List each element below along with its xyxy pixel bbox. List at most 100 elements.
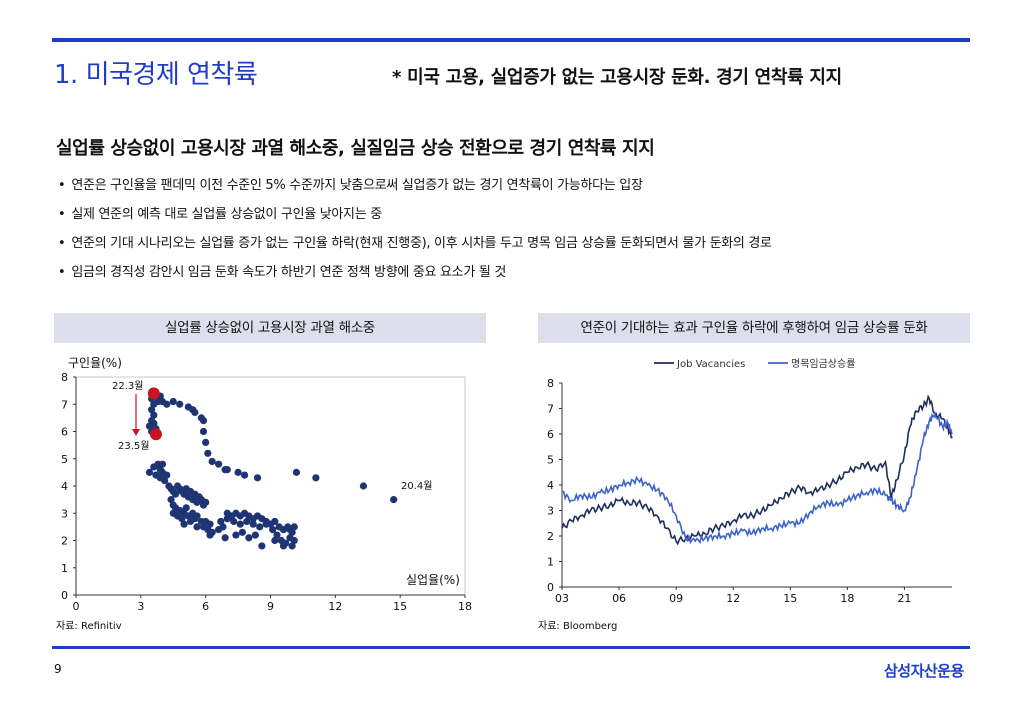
bullet-item: 연준의 기대 시나리오는 실업률 증가 없는 구인율 하락(현재 진행중), 이… (58, 234, 772, 263)
x-tick-label: 15 (393, 600, 407, 613)
y-tick-label: 3 (61, 507, 68, 520)
scatter-point (186, 517, 195, 526)
scatter-point (251, 531, 259, 539)
scatter-point (279, 542, 288, 550)
scatter-point (390, 496, 398, 504)
y-tick-label: 1 (61, 562, 68, 575)
x-tick-label: 06 (612, 592, 626, 605)
scatter-points (145, 387, 398, 550)
series-line-job-vacancies (561, 394, 953, 546)
x-tick-label: 6 (202, 600, 209, 613)
scatter-point (215, 460, 223, 468)
annotation-end: 23.5월 (118, 440, 149, 452)
scatter-point (158, 460, 167, 468)
y-tick-label: 6 (547, 428, 554, 441)
y-tick-label: 8 (547, 377, 554, 390)
scatter-point (167, 496, 175, 504)
x-axis-label: 실업율(%) (406, 573, 460, 587)
scatter-point (277, 536, 285, 545)
left-panel-title: 실업률 상승없이 고용시장 과열 해소중 (54, 313, 486, 343)
legend-job-vacancies: Job Vacancies (676, 359, 745, 370)
x-tick-label: 18 (458, 600, 472, 613)
scatter-point (223, 515, 231, 523)
top-divider (52, 38, 970, 42)
scatter-point (180, 520, 188, 528)
y-tick-label: 2 (547, 530, 554, 543)
scatter-point (208, 457, 216, 466)
highlight-point (149, 428, 162, 441)
scatter-point (169, 397, 177, 406)
left-source: 자료: Refinitiv (56, 621, 122, 632)
scatter-point (202, 498, 210, 506)
scatter-point (359, 482, 368, 490)
y-tick-label: 4 (61, 480, 68, 493)
bullet-item: 실제 연준의 예측 대로 실업률 상승없이 구인율 낮아지는 중 (58, 205, 772, 234)
y-tick-label: 5 (61, 453, 68, 466)
scatter-point (236, 520, 244, 528)
scatter-point (148, 406, 156, 414)
scatter-point (206, 520, 214, 528)
scatter-point (271, 517, 279, 526)
scatter-point (269, 526, 277, 534)
scatter-point (221, 534, 229, 542)
scatter-point (271, 536, 279, 545)
scatter-point (191, 408, 199, 417)
annotation-start: 22.3월 (112, 380, 143, 392)
scatter-point (217, 517, 225, 526)
scatter-point (288, 542, 296, 550)
scatter-point (182, 504, 190, 512)
scatter-point (178, 515, 186, 523)
scatter-point (273, 531, 281, 539)
y-tick-label: 7 (547, 403, 554, 416)
y-tick-label: 0 (547, 581, 554, 594)
page-number: 9 (54, 662, 62, 676)
x-tick-label: 12 (328, 600, 342, 613)
scatter-point (243, 517, 251, 526)
scatter-point (240, 471, 249, 479)
scatter-point (171, 490, 180, 498)
scatter-point (150, 419, 158, 427)
x-tick-label: 0 (73, 600, 80, 613)
scatter-point (163, 400, 171, 408)
scatter-point (202, 438, 210, 446)
scatter-point (204, 449, 212, 457)
scatter-point (193, 512, 201, 520)
scatter-point (150, 411, 158, 419)
highlight-point (147, 387, 160, 400)
x-tick-label: 09 (669, 592, 683, 605)
x-tick-label: 9 (267, 600, 274, 613)
scatter-point (161, 476, 169, 485)
scatter-point (253, 474, 262, 482)
scatter-point (176, 400, 184, 408)
y-tick-label: 5 (547, 454, 554, 467)
annotation-outlier: 20.4월 (401, 480, 432, 492)
scatter-point (206, 531, 214, 539)
scatter-point (245, 534, 253, 542)
y-tick-label: 8 (61, 371, 68, 384)
scatter-point (145, 468, 154, 476)
y-tick-label: 1 (547, 556, 554, 569)
right-source: 자료: Bloomberg (538, 621, 618, 632)
brand-logo-text: 삼성자산운용 (884, 662, 964, 680)
series-line-wage-growth (561, 410, 953, 545)
scatter-point (258, 542, 266, 550)
x-tick-label: 12 (726, 592, 740, 605)
headline: 실업률 상승없이 고용시장 과열 해소중, 실질임금 상승 전환으로 경기 연착… (56, 138, 655, 159)
y-tick-label: 3 (547, 505, 554, 518)
x-tick-label: 03 (555, 592, 569, 605)
legend-wage-growth: 명목임금상승률 (791, 357, 855, 370)
x-tick-label: 18 (840, 592, 854, 605)
scatter-point (230, 517, 238, 526)
y-tick-label: 4 (547, 479, 554, 492)
page-subtitle: * 미국 고용, 실업증가 없는 고용시장 둔화. 경기 연착륙 지지 (392, 67, 842, 88)
scatter-point (290, 523, 298, 531)
scatter-point (249, 520, 257, 528)
bullet-item: 연준은 구인율을 팬데믹 이전 수준인 5% 수준까지 낮춤으로써 실업증가 없… (58, 176, 772, 205)
chart-legend: Job Vacancies 명목임금상승률 (654, 357, 855, 370)
scatter-point (290, 536, 298, 545)
y-axis-label: 구인율(%) (68, 356, 122, 370)
line-series (561, 394, 953, 546)
